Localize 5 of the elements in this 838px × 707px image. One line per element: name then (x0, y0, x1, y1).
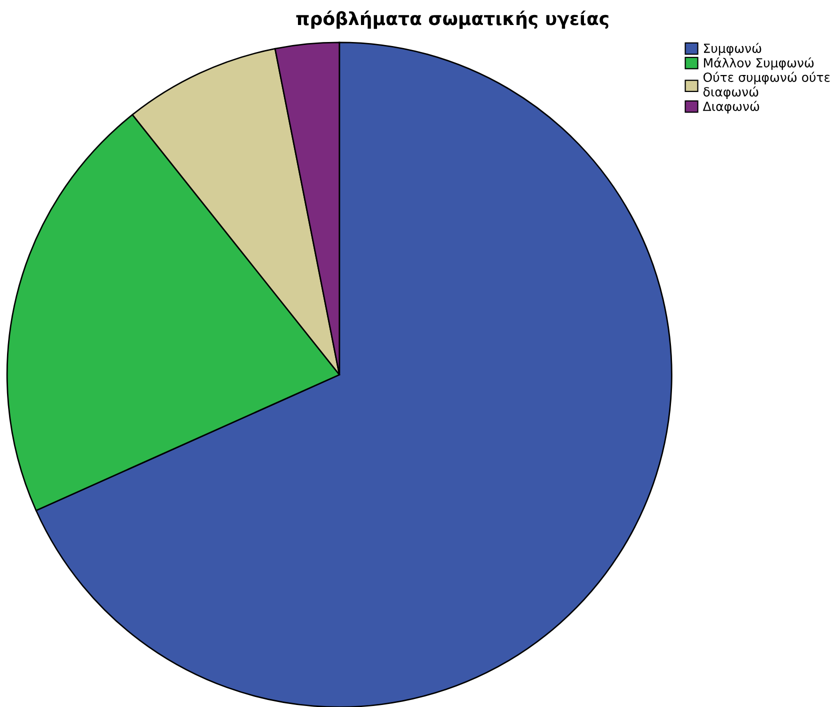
legend-label: Μάλλον Συμφωνώ (704, 57, 814, 70)
legend-label: Διαφωνώ (702, 100, 760, 114)
chart-title: πρόβλήματα σωματικής υγείας (296, 10, 608, 29)
legend-label: Ούτε συμφωνώ ούτε διαφωνώ (703, 72, 830, 99)
legend-label: Συμφωνώ (704, 42, 762, 56)
